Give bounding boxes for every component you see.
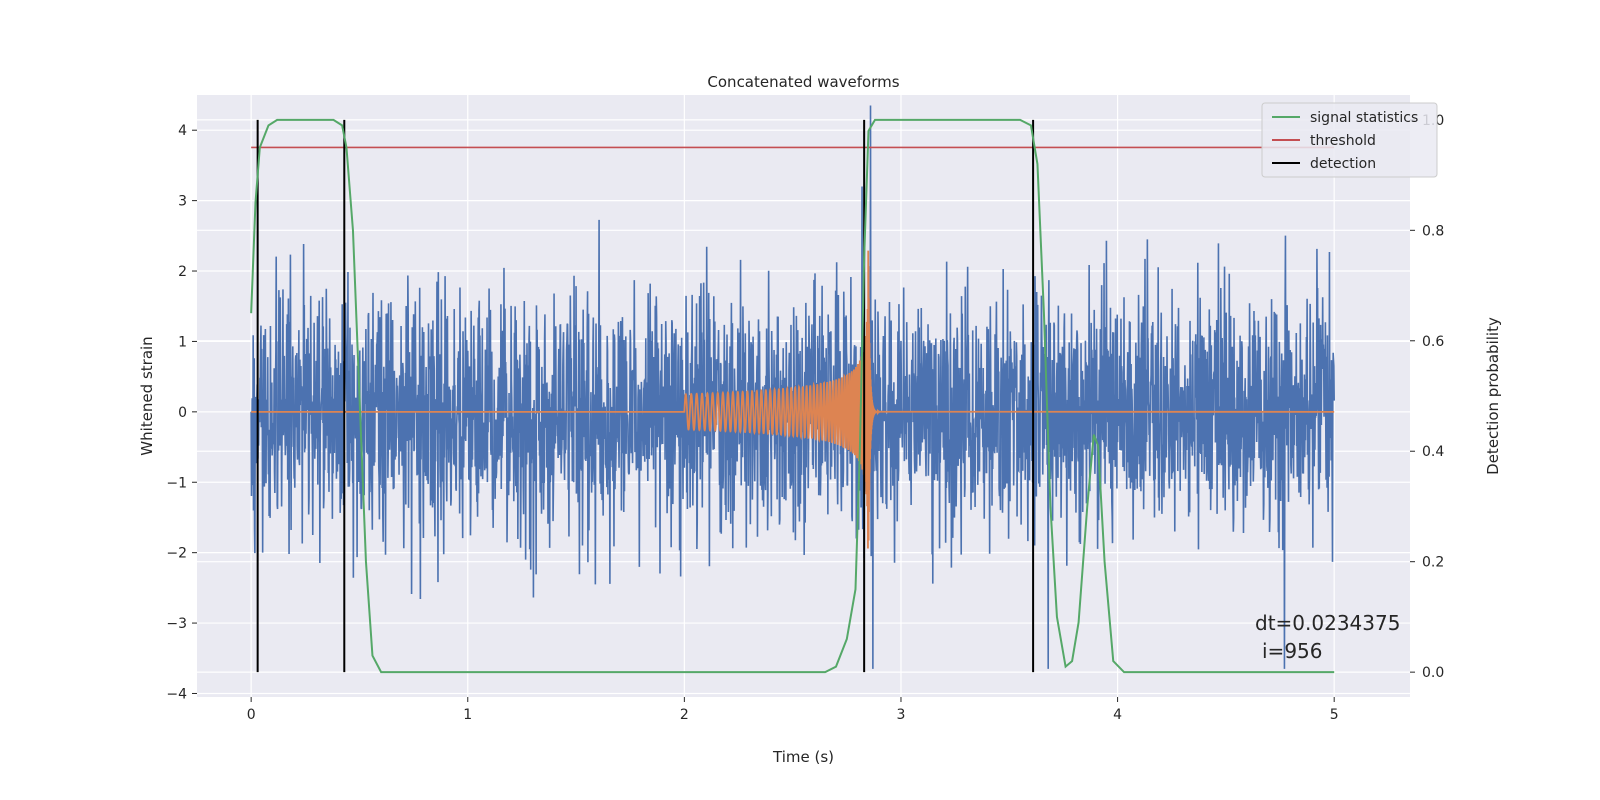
x-tick-label: 1 [463,707,472,723]
x-tick-label: 2 [680,707,689,723]
y-tick-label: −2 [166,546,187,562]
legend-label-threshold: threshold [1310,133,1376,149]
legend: signal statistics threshold detection [1261,102,1438,178]
y-tick-label: −4 [166,686,187,702]
x-tick-label: 4 [1113,707,1122,723]
y-tick-label: 2 [178,264,187,280]
y-tick-label: −3 [166,616,187,632]
y-axis-right-label: Detection probability [1484,317,1502,475]
y-right-tick-label: 0.0 [1422,665,1444,681]
annotation: dt=0.0234375 i=956 [1255,611,1400,663]
x-axis-label: Time (s) [772,748,834,766]
legend-box [1261,102,1438,178]
legend-label-detection: detection [1310,156,1376,172]
y-right-tick-label: 0.4 [1422,444,1444,460]
signal-statistics-series [250,118,1335,674]
legend-label-signal-statistics: signal statistics [1310,110,1418,126]
detection-series [256,119,1035,673]
x-tick-label: 5 [1330,707,1339,723]
signal-statistics-line [250,118,1335,674]
y-tick-label: 0 [178,405,187,421]
y-right-tick-label: 0.8 [1422,223,1444,239]
chart-title: Concatenated waveforms [707,73,899,91]
y-tick-label: 4 [178,123,187,139]
y-tick-label: −1 [166,475,187,491]
annotation-dt: dt=0.0234375 [1255,611,1400,635]
x-tick-label: 0 [247,707,256,723]
chirp-series [251,250,1335,549]
y-tick-label: 1 [178,334,187,350]
x-tick-label: 3 [897,707,906,723]
y-right-tick-label: 0.6 [1422,334,1444,350]
y-tick-label: 3 [178,194,187,210]
y-right-tick-label: 0.2 [1422,555,1444,571]
annotation-index: i=956 [1262,639,1323,663]
chirp-line [251,250,1335,549]
y-axis-label: Whitened strain [138,336,156,455]
